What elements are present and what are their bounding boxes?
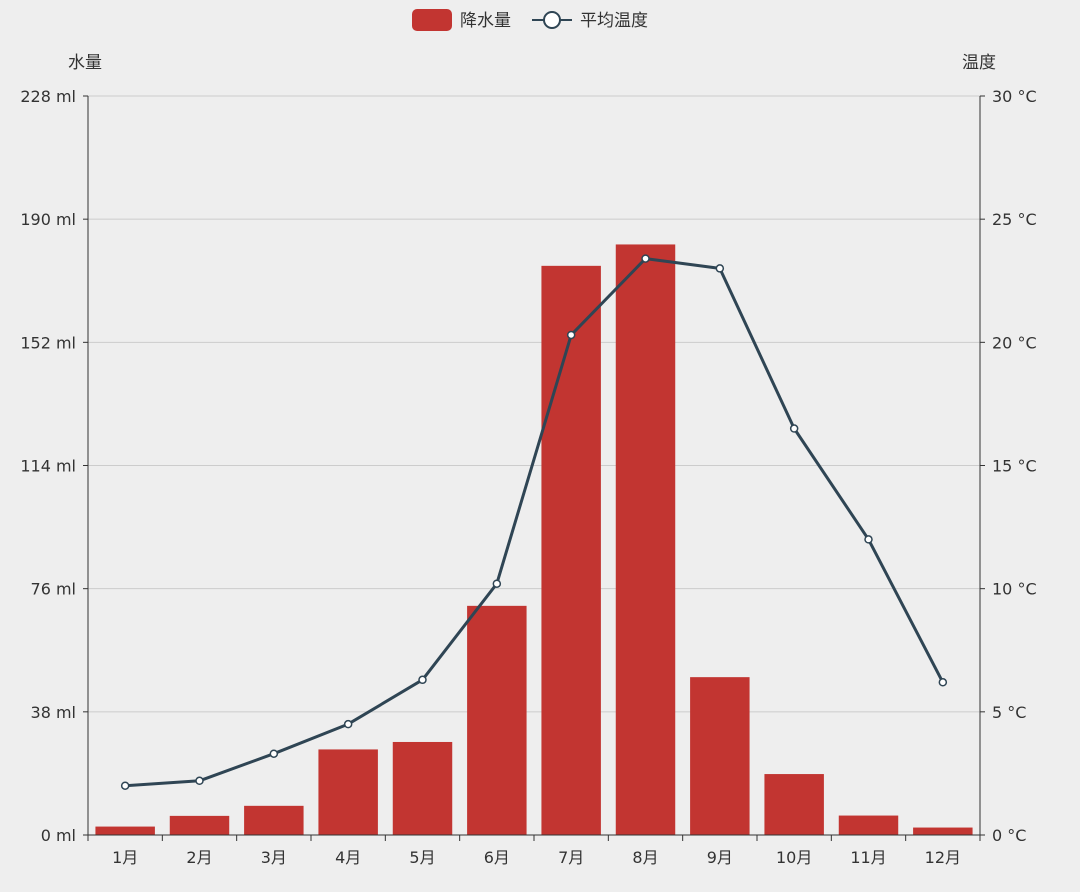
bar-rainfall[interactable]	[764, 774, 824, 835]
bar-rainfall[interactable]	[169, 815, 230, 835]
point-temperature[interactable]	[715, 264, 725, 273]
bar-rainfall[interactable]	[690, 677, 750, 835]
grid-lines	[88, 95, 980, 713]
line-temperature	[125, 257, 945, 788]
x-tick-label: 10月	[776, 848, 812, 867]
bar-rainfall[interactable]	[392, 741, 453, 835]
bar-rainfall[interactable]	[95, 826, 155, 835]
y-right-tick-label: 10 °C	[992, 580, 1037, 599]
x-tick-label: 7月	[558, 848, 584, 867]
x-tick-label: 5月	[409, 848, 435, 867]
x-tick-label: 6月	[484, 848, 510, 867]
bar-rainfall[interactable]	[615, 244, 676, 835]
x-tick-label: 12月	[925, 848, 961, 867]
bar-rainfall[interactable]	[244, 805, 304, 835]
legend-label-rainfall: 降水量	[460, 11, 511, 31]
y-right-tick-label: 5 °C	[992, 703, 1026, 722]
x-tick-label: 11月	[850, 848, 886, 867]
bar-series	[95, 244, 973, 836]
point-temperature[interactable]	[864, 535, 873, 544]
point-temperature[interactable]	[418, 675, 427, 685]
y-left-tick-label: 76 ml	[31, 580, 76, 599]
y-left-tick-label: 228 ml	[20, 87, 76, 106]
x-tick-label: 8月	[632, 848, 658, 867]
y-right-tick-label: 20 °C	[992, 333, 1037, 352]
point-temperature[interactable]	[566, 330, 576, 340]
bar-rainfall[interactable]	[838, 815, 899, 835]
point-temperature[interactable]	[641, 254, 650, 263]
bar-rainfall[interactable]	[541, 265, 601, 836]
legend-swatch-rainfall	[412, 9, 452, 31]
y-left-axis-name: 水量	[68, 53, 102, 73]
y-left-tick-label: 152 ml	[20, 333, 76, 352]
y-left-tick-label: 190 ml	[20, 210, 76, 229]
axes: 0 ml 38 ml 76 ml 114 ml 152 ml 190 ml 228 ml 0 …	[20, 87, 1036, 867]
point-temperature[interactable]	[492, 579, 502, 588]
point-temperature[interactable]	[789, 424, 799, 433]
y-right-axis-name: 温度	[962, 53, 996, 73]
x-tick-label: 4月	[335, 848, 361, 867]
bar-rainfall[interactable]	[913, 827, 973, 835]
x-tick-label: 3月	[261, 848, 287, 867]
y-left-tick-label: 114 ml	[20, 457, 76, 476]
point-temperature[interactable]	[343, 719, 353, 729]
legend-marker-temperature	[543, 11, 561, 29]
legend-item-rainfall[interactable]: 降水量	[412, 9, 511, 31]
y-right-tick-label: 30 °C	[992, 87, 1037, 106]
bar-rainfall[interactable]	[318, 749, 378, 835]
point-temperature[interactable]	[195, 776, 204, 786]
point-temperature[interactable]	[938, 678, 948, 687]
x-tick-label: 2月	[186, 848, 212, 867]
legend-item-temperature[interactable]: 平均温度	[532, 11, 648, 31]
bar-rainfall[interactable]	[467, 605, 527, 835]
line-series	[120, 254, 948, 790]
y-right-tick-label: 15 °C	[992, 457, 1037, 476]
point-temperature[interactable]	[120, 781, 130, 790]
y-left-tick-label: 38 ml	[31, 703, 76, 722]
y-right-tick-label: 25 °C	[992, 210, 1037, 229]
legend[interactable]: 降水量 平均温度	[412, 9, 648, 31]
x-tick-label: 9月	[707, 848, 733, 867]
point-temperature[interactable]	[269, 749, 279, 758]
y-left-tick-label: 0 ml	[41, 826, 76, 845]
y-right-tick-label: 0 °C	[992, 826, 1026, 845]
x-tick-label: 1月	[112, 848, 138, 867]
legend-label-temperature: 平均温度	[580, 11, 648, 31]
